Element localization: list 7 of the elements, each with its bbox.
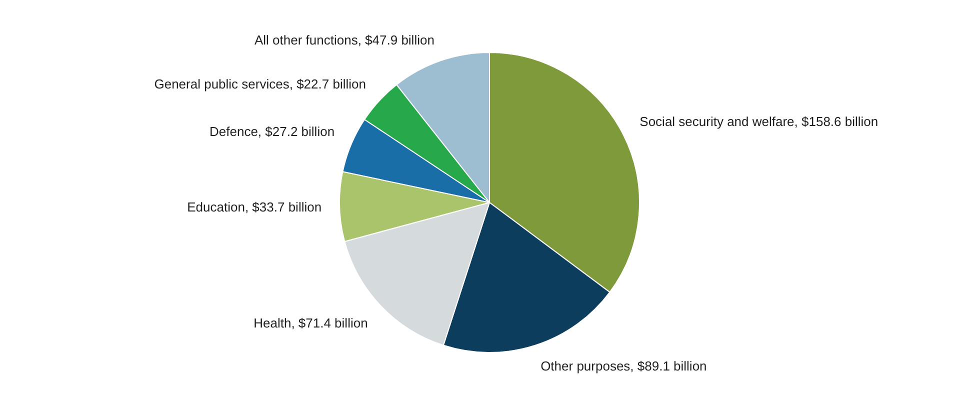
slice-label: Other purposes, $89.1 billion: [540, 358, 707, 374]
slice-label: Social security and welfare, $158.6 billion: [640, 114, 878, 129]
slice-label: All other functions, $47.9 billion: [254, 32, 434, 48]
slice-label: General public services, $22.7 billion: [154, 76, 366, 92]
slice-label: Education, $33.7 billion: [187, 200, 322, 215]
slice-label: Health, $71.4 billion: [254, 316, 368, 331]
slice-label: Defence, $27.2 billion: [210, 124, 335, 140]
